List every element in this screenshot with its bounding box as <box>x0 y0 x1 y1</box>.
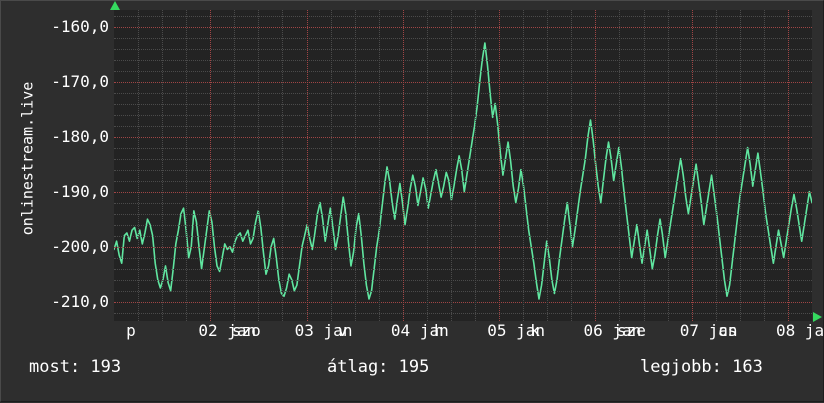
plot-area <box>114 10 812 321</box>
legend-legjobb: legjobb: 163 <box>640 357 763 377</box>
x-tick-label-weekday: k <box>530 321 540 340</box>
y-tick-label: -200,0 <box>51 236 109 256</box>
x-tick-label-date: 07 jan <box>679 321 738 340</box>
x-tick-label-date: 04 jan <box>390 321 449 340</box>
series-line-onlinestream <box>114 42 812 300</box>
x-tick-label-date: 03 jan <box>294 321 353 340</box>
x-tick-label-date: 08 jan <box>776 321 824 340</box>
x-tick-label-weekday: cs <box>718 321 738 340</box>
y-tick-label: -180,0 <box>51 126 109 146</box>
y-tick-label: -190,0 <box>51 181 109 201</box>
x-tick-label-date: 05 jan <box>487 321 545 340</box>
x-tick-label-weekday: h <box>433 321 444 340</box>
x-axis-tick-labels: p 02 jan szo 03 jan v 04 jan h 05 jan k 06 jan sze… <box>1 323 824 347</box>
y-axis-tick-labels: -160,0 -170,0 -180,0 -190,0 -200,0 -210,0 <box>1 1 109 403</box>
x-tick-label-date: 02 jan <box>198 321 257 340</box>
x-axis-arrow-icon <box>813 312 822 322</box>
y-tick-label: -160,0 <box>51 16 109 36</box>
legend-most: most: 193 <box>29 357 122 377</box>
x-tick-label-weekday: v <box>337 321 348 340</box>
x-tick-label-weekday: sze <box>616 321 646 340</box>
legend-row: most: 193 átlag: 195 legjobb: 163 <box>1 359 824 393</box>
x-tick-label-weekday: szo <box>231 321 261 340</box>
x-tick-label-date: 06 jan <box>583 321 642 340</box>
y-tick-label: -170,0 <box>51 71 109 91</box>
y-tick-label: -210,0 <box>51 291 109 311</box>
x-tick-label-date: p <box>126 321 136 340</box>
data-line-chart <box>114 42 812 300</box>
legend-atlag: átlag: 195 <box>327 357 430 377</box>
y-axis-arrow-icon <box>110 1 120 10</box>
